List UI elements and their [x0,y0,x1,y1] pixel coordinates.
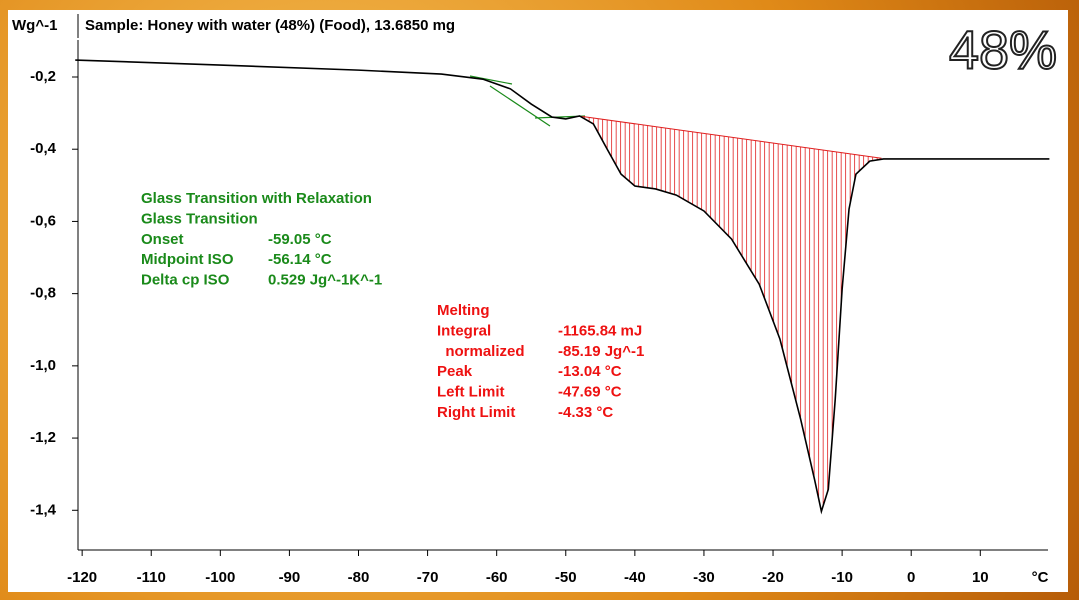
y-tick-label: -1,2 [30,429,56,446]
annotation-label: Glass Transition [141,210,258,227]
page: Wg^-1 Sample: Honey with water (48%) (Fo… [0,0,1079,600]
x-tick-label: -40 [624,569,646,586]
x-tick-label: -90 [279,569,301,586]
y-axis-label: Wg^-1 [12,17,57,34]
y-tick-label: -0,8 [30,285,56,302]
annotation-label: Melting [437,302,490,319]
x-tick-label: -120 [67,569,97,586]
annotation-label: Midpoint ISO [141,251,234,268]
annotation-label: Integral [437,322,491,339]
y-tick-label: -0,6 [30,212,56,229]
badge: 48% [949,20,1057,80]
annotation-value: -47.69 °C [558,384,622,401]
x-tick-label: 0 [907,569,915,586]
annotation-value: -13.04 °C [558,363,622,380]
x-tick-label: -100 [205,569,235,586]
annotation-label: Right Limit [437,404,515,421]
plot-panel [8,10,1068,592]
x-tick-label: -20 [762,569,784,586]
x-tick-label: -80 [348,569,370,586]
y-tick-label: -0,4 [30,140,57,157]
x-axis-label: °C [1032,569,1049,586]
annotation-label: Peak [437,363,473,380]
annotation-value: -59.05 °C [268,231,332,248]
x-tick-label: -70 [417,569,439,586]
x-tick-label: 10 [972,569,989,586]
annotation-label: Delta cp ISO [141,272,230,289]
y-tick-label: -1,4 [30,501,57,518]
chart-title: Sample: Honey with water (48%) (Food), 1… [85,17,455,34]
annotation-label: Onset [141,231,184,248]
x-tick-label: -30 [693,569,715,586]
x-tick-label: -110 [137,569,166,586]
annotation-value: -85.19 Jg^-1 [558,343,644,360]
chart: Wg^-1 Sample: Honey with water (48%) (Fo… [0,0,1079,600]
annotation-label: Left Limit [437,384,505,401]
y-tick-label: -1,0 [30,357,56,374]
annotation-value: -1165.84 mJ [558,322,642,339]
annotation-value: 0.529 Jg^-1K^-1 [268,272,382,289]
y-tick-label: -0,2 [30,68,56,85]
annotation-label: Glass Transition with Relaxation [141,190,372,207]
x-tick-label: -50 [555,569,577,586]
annotation-label: normalized [437,343,525,360]
x-tick-label: -60 [486,569,508,586]
annotation-value: -56.14 °C [268,251,332,268]
x-tick-label: -10 [831,569,853,586]
annotation-value: -4.33 °C [558,404,613,421]
